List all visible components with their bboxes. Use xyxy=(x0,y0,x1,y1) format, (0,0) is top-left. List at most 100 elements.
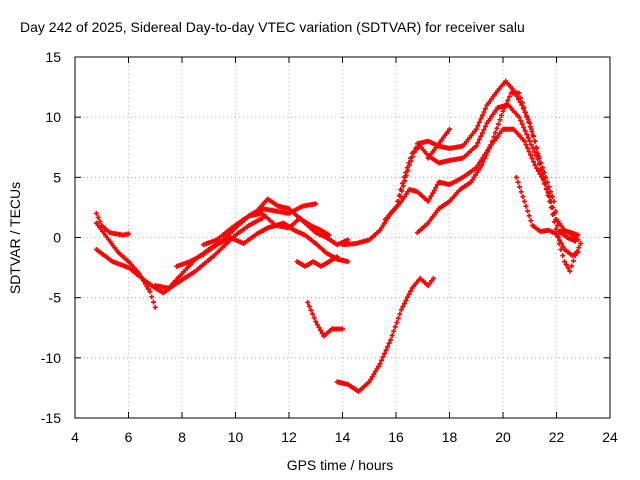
data-point xyxy=(547,198,553,204)
data-point xyxy=(473,143,479,149)
y-axis-label: SDTVAR / TECUs xyxy=(7,182,23,294)
data-point xyxy=(527,138,533,144)
data-point xyxy=(475,123,481,129)
data-point xyxy=(481,127,487,133)
data-point xyxy=(551,198,557,204)
data-point xyxy=(518,95,524,101)
data-point xyxy=(545,192,551,198)
data-point xyxy=(380,354,386,360)
data-point xyxy=(318,327,324,333)
data-point xyxy=(369,374,375,380)
x-tick-label: 18 xyxy=(442,429,458,445)
data-point xyxy=(413,145,419,151)
data-point xyxy=(495,121,501,127)
data-point xyxy=(531,159,537,165)
series-track-14 xyxy=(425,126,452,161)
data-point xyxy=(313,319,319,325)
data-point xyxy=(497,117,503,123)
data-point xyxy=(406,162,412,168)
data-point xyxy=(537,160,543,166)
data-point xyxy=(519,100,525,106)
data-point xyxy=(570,258,576,264)
y-tick-label: -10 xyxy=(41,350,61,366)
data-point xyxy=(378,357,384,363)
data-point xyxy=(345,259,351,265)
data-point xyxy=(411,149,417,155)
data-point xyxy=(403,173,409,179)
data-point xyxy=(522,128,528,134)
data-point xyxy=(562,259,568,265)
data-point xyxy=(145,286,151,292)
data-point xyxy=(518,118,524,124)
x-tick-label: 4 xyxy=(71,429,79,445)
data-point xyxy=(310,311,316,317)
data-point xyxy=(311,315,317,321)
data-point xyxy=(534,165,540,171)
data-point xyxy=(532,149,538,155)
data-point xyxy=(526,213,532,219)
data-point xyxy=(526,119,532,125)
data-point xyxy=(368,376,374,382)
data-point xyxy=(522,109,528,115)
data-point xyxy=(529,155,535,161)
data-point xyxy=(392,324,398,330)
data-point xyxy=(482,123,488,129)
data-point xyxy=(428,193,434,199)
data-point xyxy=(476,119,482,125)
data-point xyxy=(560,253,566,259)
data-point xyxy=(535,168,541,174)
data-point xyxy=(521,198,527,204)
data-point xyxy=(525,135,531,141)
data-point xyxy=(520,194,526,200)
data-point xyxy=(366,379,372,385)
data-point xyxy=(572,238,578,244)
data-point xyxy=(494,125,500,131)
data-point xyxy=(383,347,389,353)
data-point xyxy=(526,149,532,155)
data-point xyxy=(488,142,494,148)
data-point xyxy=(521,138,527,144)
data-point xyxy=(396,198,402,204)
data-point xyxy=(548,204,554,210)
data-point xyxy=(410,154,416,160)
data-point xyxy=(524,114,530,120)
data-point xyxy=(308,307,314,313)
data-point xyxy=(306,303,312,309)
data-point xyxy=(398,307,404,313)
data-point xyxy=(557,237,563,243)
x-tick-label: 24 xyxy=(602,429,618,445)
data-point xyxy=(425,198,431,204)
data-point xyxy=(528,152,534,158)
series-track-8 xyxy=(294,254,340,269)
data-point xyxy=(539,167,545,173)
chart-title: Day 242 of 2025, Sidereal Day-to-day VTE… xyxy=(20,19,525,35)
axis-ticks xyxy=(74,56,611,419)
data-point xyxy=(529,129,535,135)
data-point xyxy=(480,159,486,165)
x-tick-label: 6 xyxy=(125,429,133,445)
series-track-5 xyxy=(174,220,351,269)
data-point xyxy=(406,291,412,297)
data-point xyxy=(403,297,409,303)
data-point xyxy=(489,138,495,144)
x-tick-label: 14 xyxy=(335,429,351,445)
data-point xyxy=(430,190,436,196)
data-point xyxy=(541,170,547,176)
data-point xyxy=(430,275,436,281)
data-point xyxy=(519,121,525,127)
data-point xyxy=(528,218,534,224)
data-point xyxy=(549,194,555,200)
data-point xyxy=(402,178,408,184)
data-point xyxy=(516,90,522,96)
data-point xyxy=(521,105,527,111)
data-point xyxy=(316,325,322,331)
data-point xyxy=(546,184,552,190)
data-point xyxy=(319,330,325,336)
series-track-10 xyxy=(334,275,436,395)
data-point xyxy=(334,254,340,260)
data-point xyxy=(388,337,394,343)
data-point xyxy=(576,245,582,251)
data-point xyxy=(433,185,439,191)
data-point xyxy=(553,208,559,214)
x-tick-label: 10 xyxy=(228,429,244,445)
